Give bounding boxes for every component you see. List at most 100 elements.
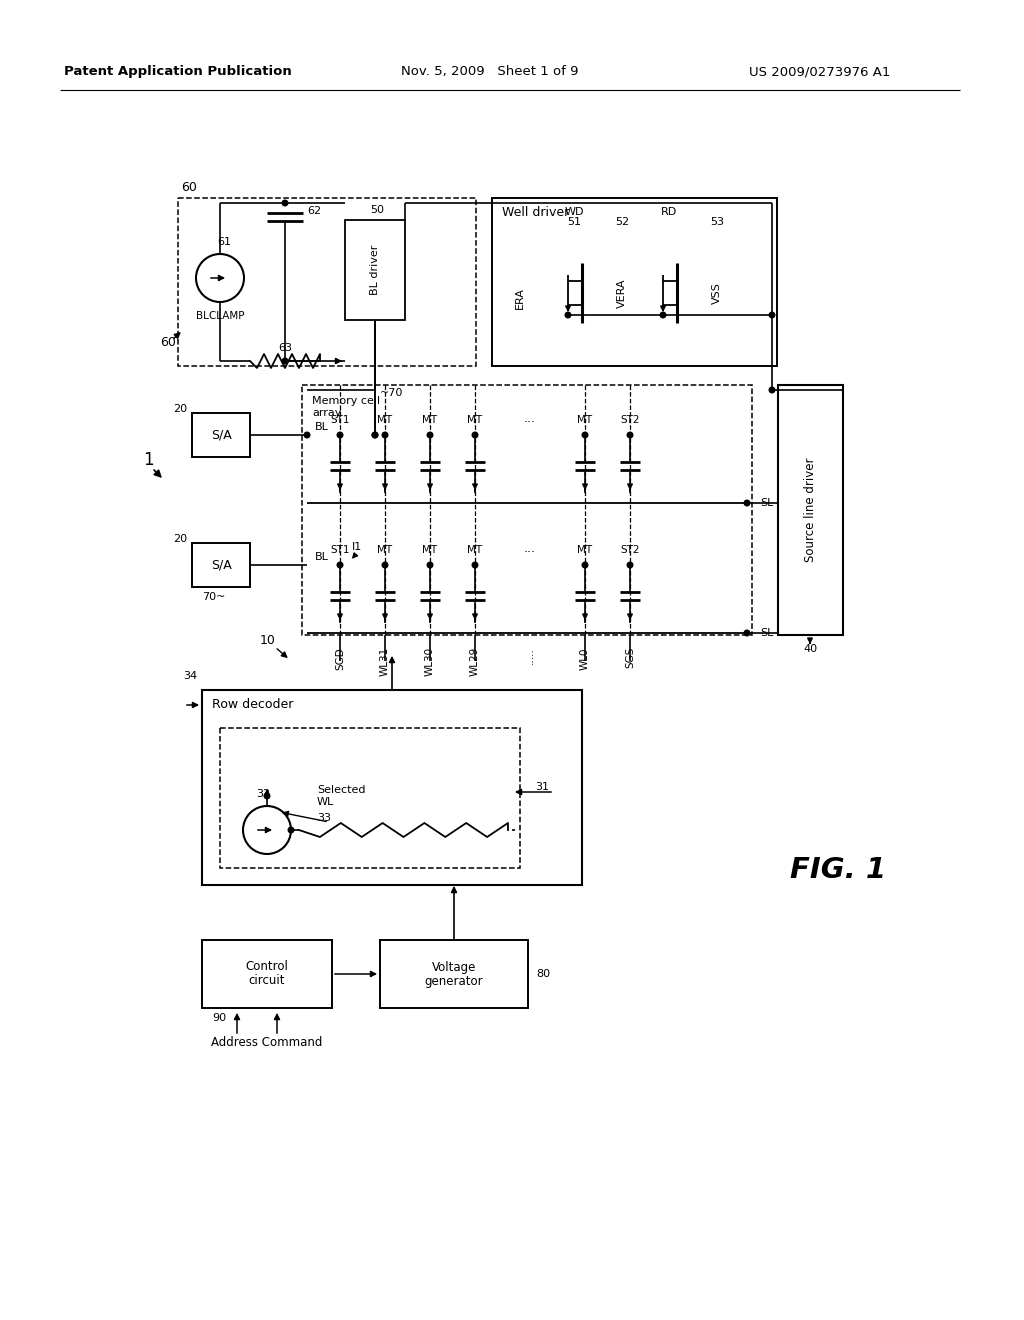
Circle shape: [372, 432, 378, 438]
Circle shape: [744, 630, 750, 636]
Text: 50: 50: [370, 205, 384, 215]
Text: S/A: S/A: [211, 429, 231, 441]
Text: Patent Application Publication: Patent Application Publication: [65, 66, 292, 78]
Text: 80: 80: [536, 969, 550, 979]
Circle shape: [565, 313, 570, 318]
Text: WL30: WL30: [425, 647, 435, 676]
Text: 60: 60: [181, 181, 197, 194]
Circle shape: [583, 562, 588, 568]
Text: MT: MT: [378, 545, 392, 554]
Circle shape: [264, 793, 269, 799]
Circle shape: [583, 432, 588, 438]
Text: Well driver: Well driver: [502, 206, 569, 219]
Bar: [193, 543, 250, 587]
Text: ~70: ~70: [380, 388, 403, 399]
Circle shape: [427, 432, 433, 438]
Text: BL: BL: [315, 422, 329, 432]
Text: SL: SL: [760, 628, 773, 638]
Bar: [492, 198, 777, 366]
Text: Source line driver: Source line driver: [804, 458, 816, 562]
Text: RD: RD: [660, 207, 677, 216]
Text: I1: I1: [352, 543, 362, 552]
Text: MT: MT: [467, 545, 482, 554]
Text: 63: 63: [278, 343, 292, 352]
Text: MT: MT: [578, 414, 593, 425]
Text: SGS: SGS: [625, 647, 635, 668]
Text: WL31: WL31: [380, 647, 390, 676]
Text: 52: 52: [615, 216, 629, 227]
Circle shape: [283, 201, 288, 206]
Circle shape: [382, 562, 388, 568]
Circle shape: [283, 358, 288, 364]
Bar: [778, 385, 843, 635]
Text: Nov. 5, 2009   Sheet 1 of 9: Nov. 5, 2009 Sheet 1 of 9: [401, 66, 579, 78]
Circle shape: [427, 562, 433, 568]
Text: 20: 20: [173, 404, 187, 414]
Text: generator: generator: [425, 974, 483, 987]
Text: Control: Control: [246, 961, 289, 974]
Bar: [202, 940, 332, 1008]
Text: US 2009/0273976 A1: US 2009/0273976 A1: [750, 66, 891, 78]
Text: BL driver: BL driver: [370, 244, 380, 296]
Text: 10: 10: [260, 634, 275, 647]
Circle shape: [769, 387, 775, 393]
Text: 90: 90: [212, 1012, 226, 1023]
Bar: [178, 198, 476, 366]
Text: 60: 60: [160, 337, 176, 350]
Text: Row decoder: Row decoder: [212, 697, 293, 710]
Bar: [202, 690, 582, 884]
Bar: [220, 729, 520, 869]
Text: 70~: 70~: [202, 591, 225, 602]
Circle shape: [769, 313, 775, 318]
Text: MT: MT: [423, 414, 437, 425]
Text: VSS: VSS: [712, 282, 722, 304]
Circle shape: [382, 432, 388, 438]
Text: ...: ...: [524, 543, 536, 554]
Text: Voltage: Voltage: [432, 961, 476, 974]
Text: Address Command: Address Command: [211, 1036, 323, 1049]
Circle shape: [627, 432, 633, 438]
Text: circuit: circuit: [249, 974, 286, 987]
Text: SL: SL: [760, 498, 773, 508]
Circle shape: [627, 562, 633, 568]
Text: Memory cell: Memory cell: [312, 396, 380, 407]
Circle shape: [744, 500, 750, 506]
Bar: [345, 220, 406, 319]
Text: 51: 51: [567, 216, 581, 227]
Text: ST1: ST1: [331, 414, 350, 425]
Bar: [193, 413, 250, 457]
Circle shape: [472, 562, 478, 568]
Circle shape: [196, 253, 244, 302]
Text: BLCLAMP: BLCLAMP: [196, 312, 245, 321]
Text: Selected: Selected: [317, 785, 366, 795]
Text: ST2: ST2: [621, 545, 640, 554]
Text: WL0: WL0: [580, 647, 590, 669]
Text: 40: 40: [803, 644, 817, 653]
Text: 62: 62: [307, 206, 322, 216]
Text: WD: WD: [564, 207, 584, 216]
Text: ST2: ST2: [621, 414, 640, 425]
Text: VERA: VERA: [617, 279, 627, 308]
Text: 34: 34: [183, 671, 197, 681]
Text: ERA: ERA: [515, 286, 525, 309]
Text: MT: MT: [578, 545, 593, 554]
Text: 32: 32: [256, 789, 270, 799]
Text: MT: MT: [423, 545, 437, 554]
Text: MT: MT: [467, 414, 482, 425]
Bar: [380, 940, 528, 1008]
Circle shape: [372, 432, 378, 438]
Text: ST1: ST1: [331, 545, 350, 554]
Text: SGD: SGD: [335, 647, 345, 669]
Circle shape: [337, 562, 343, 568]
Circle shape: [660, 313, 666, 318]
Text: 61: 61: [217, 238, 231, 247]
Text: S/A: S/A: [211, 558, 231, 572]
Text: .....: .....: [525, 647, 535, 664]
Text: 1: 1: [142, 451, 154, 469]
Text: ...: ...: [524, 412, 536, 425]
Text: WL29: WL29: [470, 647, 480, 676]
Text: 33: 33: [317, 813, 331, 822]
Text: FIG. 1: FIG. 1: [790, 855, 886, 884]
Text: MT: MT: [378, 414, 392, 425]
Text: WL: WL: [317, 797, 334, 807]
